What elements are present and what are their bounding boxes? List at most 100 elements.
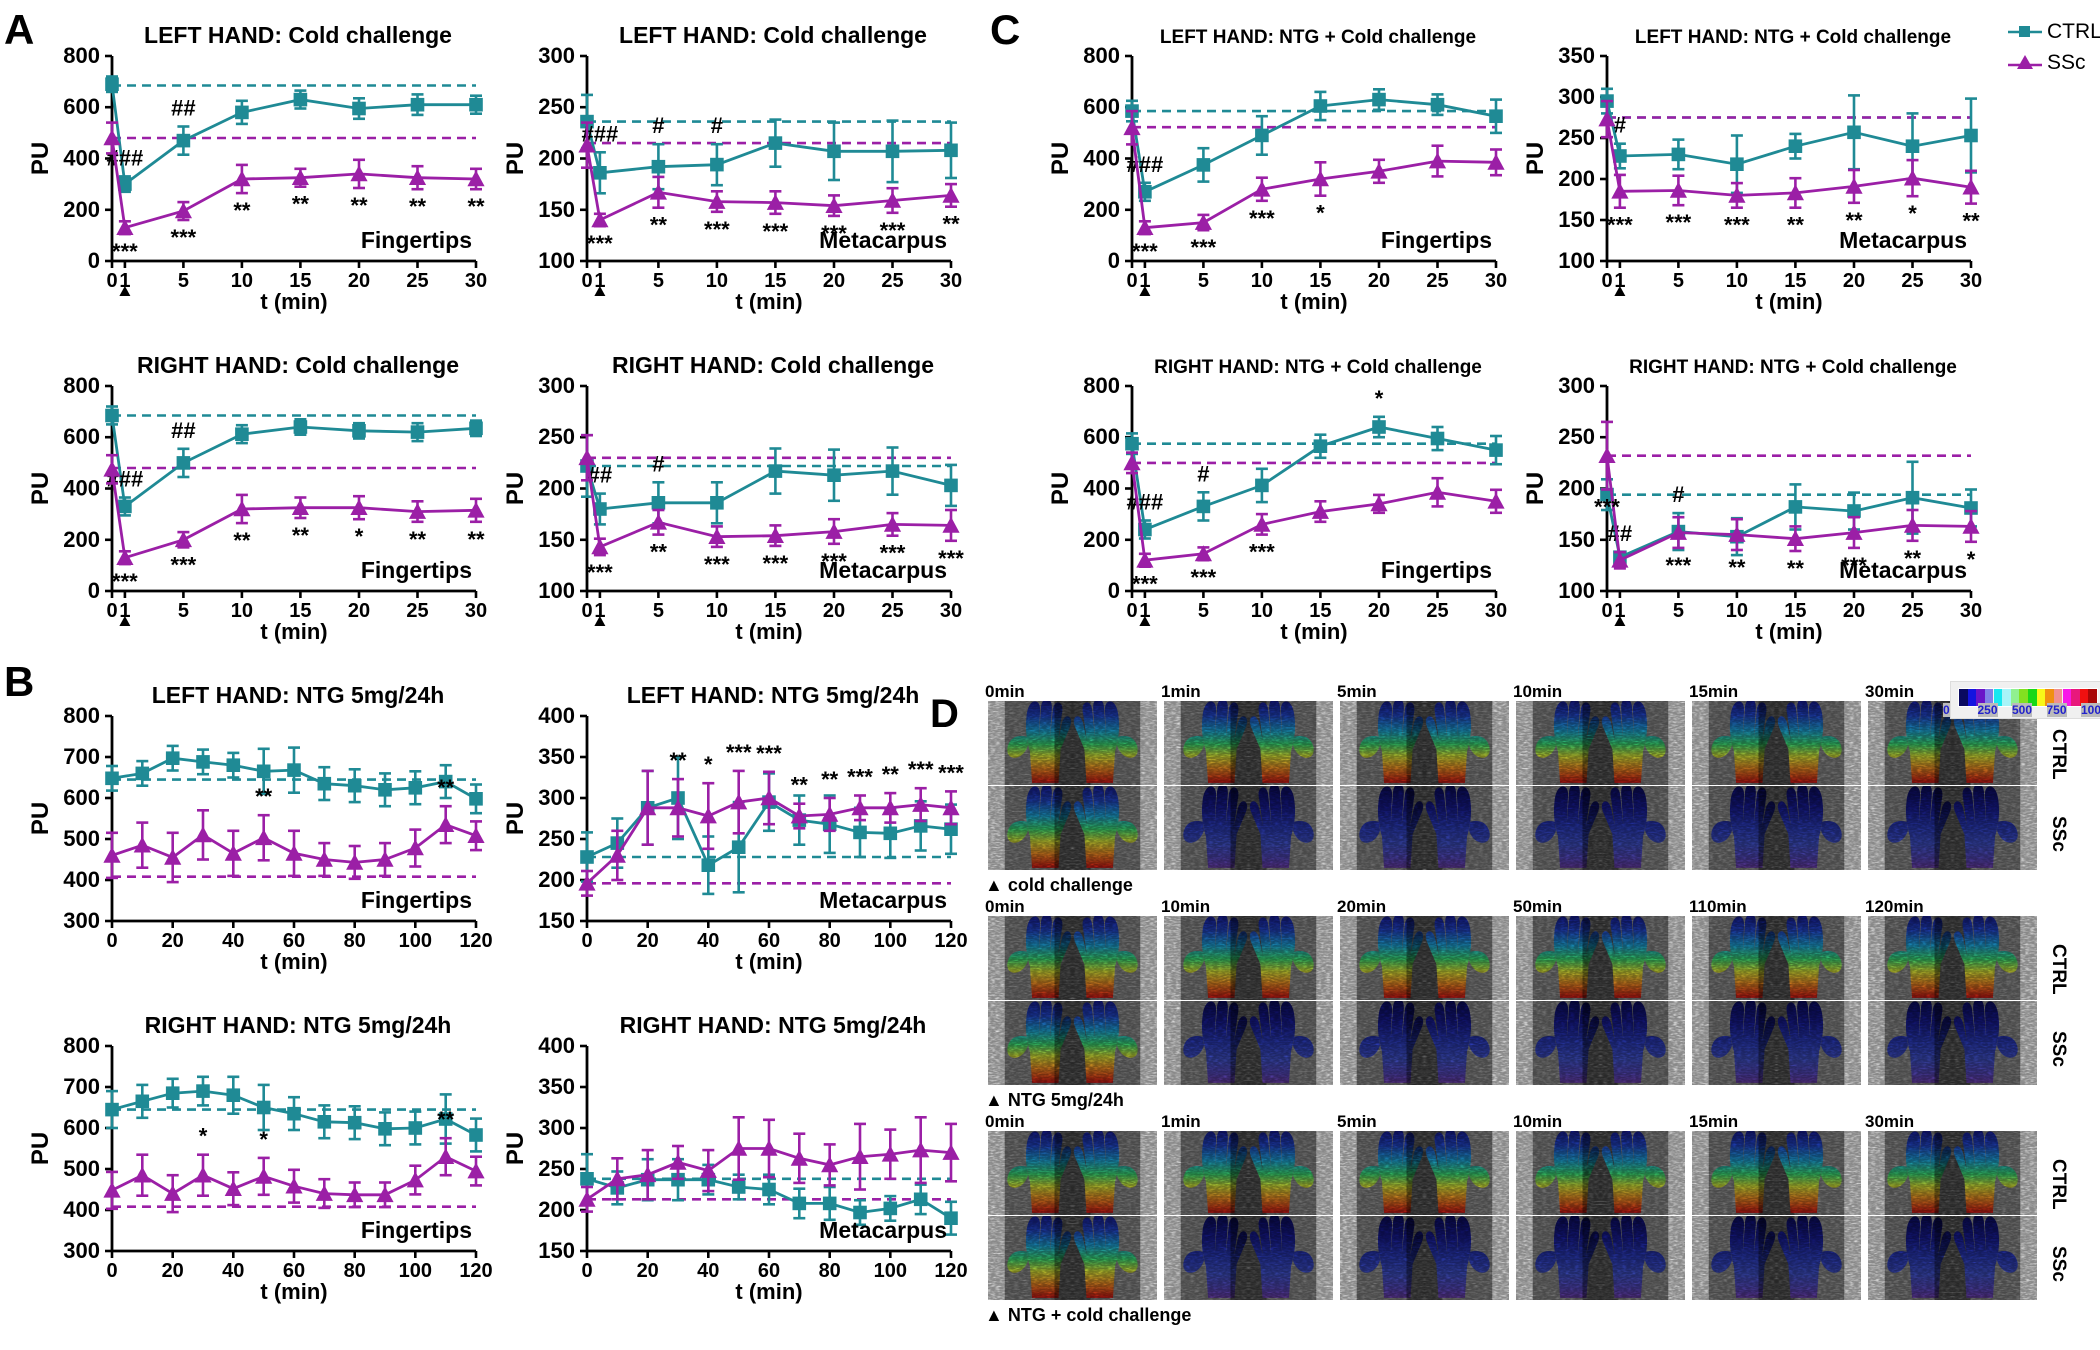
svg-text:**: ** xyxy=(350,193,368,218)
svg-text:LEFT HAND: NTG + Cold challeng: LEFT HAND: NTG + Cold challenge xyxy=(1635,27,1951,48)
svg-text:***: *** xyxy=(1724,213,1750,238)
svg-text:400: 400 xyxy=(63,1197,100,1222)
svg-text:***: *** xyxy=(112,569,138,594)
svg-text:**: ** xyxy=(650,213,668,238)
svg-text:0: 0 xyxy=(106,600,117,622)
svg-text:10: 10 xyxy=(231,600,253,622)
svg-text:400: 400 xyxy=(1083,146,1120,171)
svg-text:###: ### xyxy=(1127,490,1164,515)
svg-text:300: 300 xyxy=(538,785,575,810)
svg-text:t (min): t (min) xyxy=(735,619,802,644)
svg-text:20: 20 xyxy=(1368,270,1390,292)
svg-text:100: 100 xyxy=(874,930,907,952)
svg-text:**: ** xyxy=(1728,555,1746,580)
svg-text:20: 20 xyxy=(1843,270,1865,292)
svg-text:350: 350 xyxy=(538,1074,575,1099)
svg-text:#: # xyxy=(652,451,664,476)
svg-text:200: 200 xyxy=(63,527,100,552)
svg-text:600: 600 xyxy=(63,1115,100,1140)
svg-text:250: 250 xyxy=(1558,125,1595,150)
svg-text:#: # xyxy=(1197,461,1209,486)
svg-text:30: 30 xyxy=(465,270,487,292)
svg-text:40: 40 xyxy=(222,1260,244,1282)
svg-text:200: 200 xyxy=(63,197,100,222)
svg-text:400: 400 xyxy=(63,476,100,501)
svg-text:800: 800 xyxy=(63,1033,100,1058)
svg-text:400: 400 xyxy=(63,867,100,892)
svg-text:RIGHT HAND: Cold challenge: RIGHT HAND: Cold challenge xyxy=(137,352,459,378)
svg-text:0: 0 xyxy=(1126,600,1137,622)
svg-text:**: ** xyxy=(437,1107,455,1132)
svg-text:**: ** xyxy=(292,523,310,548)
svg-text:0: 0 xyxy=(1126,270,1137,292)
svg-text:Metacarpus: Metacarpus xyxy=(819,227,947,253)
svg-text:150: 150 xyxy=(538,908,575,933)
svg-text:20: 20 xyxy=(162,930,184,952)
svg-text:600: 600 xyxy=(63,785,100,810)
svg-text:***: *** xyxy=(112,239,138,264)
svg-text:**: ** xyxy=(292,192,310,217)
svg-text:120: 120 xyxy=(459,930,492,952)
svg-text:0: 0 xyxy=(581,270,592,292)
svg-text:0: 0 xyxy=(581,930,592,952)
svg-text:***: *** xyxy=(1594,495,1620,520)
svg-text:25: 25 xyxy=(406,270,428,292)
svg-text:t (min): t (min) xyxy=(260,289,327,314)
svg-text:**: ** xyxy=(882,762,900,787)
svg-text:400: 400 xyxy=(538,703,575,728)
svg-text:t (min): t (min) xyxy=(260,1279,327,1304)
svg-text:25: 25 xyxy=(1426,270,1448,292)
svg-text:800: 800 xyxy=(63,703,100,728)
svg-text:200: 200 xyxy=(538,476,575,501)
svg-text:PU: PU xyxy=(30,1132,54,1165)
svg-text:***: *** xyxy=(171,552,197,577)
svg-text:0: 0 xyxy=(1601,600,1612,622)
svg-text:200: 200 xyxy=(538,1197,575,1222)
svg-text:0: 0 xyxy=(88,578,100,603)
svg-text:40: 40 xyxy=(697,930,719,952)
svg-text:0: 0 xyxy=(88,248,100,273)
svg-text:200: 200 xyxy=(1558,166,1595,191)
svg-text:0: 0 xyxy=(1108,248,1120,273)
svg-text:#: # xyxy=(652,113,664,138)
svg-text:5: 5 xyxy=(1673,600,1684,622)
svg-text:**: ** xyxy=(409,194,427,219)
svg-text:100: 100 xyxy=(399,1260,432,1282)
svg-text:**: ** xyxy=(233,528,251,553)
svg-text:150: 150 xyxy=(538,197,575,222)
svg-text:**: ** xyxy=(467,194,485,219)
svg-text:300: 300 xyxy=(63,908,100,933)
svg-text:0: 0 xyxy=(106,930,117,952)
svg-text:**: ** xyxy=(650,540,668,565)
svg-text:Fingertips: Fingertips xyxy=(361,227,472,253)
svg-text:*: * xyxy=(704,752,713,777)
svg-text:PU: PU xyxy=(1050,142,1074,175)
svg-text:t (min): t (min) xyxy=(1755,289,1822,314)
svg-text:10: 10 xyxy=(1251,270,1273,292)
svg-text:Metacarpus: Metacarpus xyxy=(819,887,947,913)
svg-text:10: 10 xyxy=(231,270,253,292)
svg-text:200: 200 xyxy=(538,146,575,171)
svg-text:250: 250 xyxy=(538,1156,575,1181)
svg-text:5: 5 xyxy=(1198,270,1209,292)
svg-text:PU: PU xyxy=(505,472,529,505)
svg-text:PU: PU xyxy=(1050,472,1074,505)
svg-text:250: 250 xyxy=(1558,424,1595,449)
svg-text:30: 30 xyxy=(1960,270,1982,292)
svg-text:Fingertips: Fingertips xyxy=(1381,557,1492,583)
svg-text:**: ** xyxy=(1787,213,1805,238)
svg-text:300: 300 xyxy=(538,1115,575,1140)
svg-text:300: 300 xyxy=(1558,84,1595,109)
svg-text:#: # xyxy=(711,113,723,138)
svg-text:0: 0 xyxy=(1108,578,1120,603)
svg-text:30: 30 xyxy=(940,600,962,622)
svg-text:Metacarpus: Metacarpus xyxy=(1839,227,1967,253)
svg-text:100: 100 xyxy=(1558,578,1595,603)
svg-text:#: # xyxy=(1614,113,1626,138)
svg-text:LEFT HAND: Cold challenge: LEFT HAND: Cold challenge xyxy=(619,22,927,48)
svg-text:500: 500 xyxy=(63,1156,100,1181)
svg-text:100: 100 xyxy=(399,930,432,952)
svg-text:PU: PU xyxy=(30,142,54,175)
svg-text:200: 200 xyxy=(538,867,575,892)
svg-text:**: ** xyxy=(255,784,273,809)
